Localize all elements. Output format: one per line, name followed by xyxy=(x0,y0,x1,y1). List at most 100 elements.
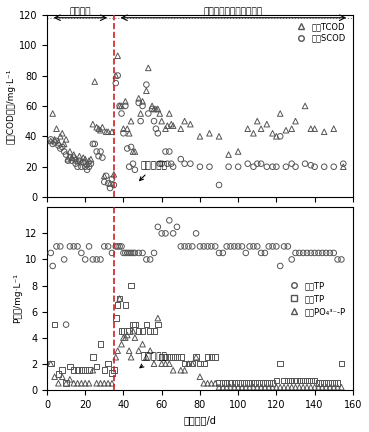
Point xyxy=(117,295,123,302)
Point xyxy=(216,133,222,140)
Point xyxy=(293,249,299,256)
Point xyxy=(151,118,157,124)
Point xyxy=(61,148,67,155)
Point xyxy=(174,354,180,361)
Point xyxy=(54,125,59,132)
Point xyxy=(264,121,270,127)
Point xyxy=(132,321,138,328)
Point xyxy=(335,256,341,263)
Point xyxy=(153,105,159,112)
Point xyxy=(251,384,256,391)
Point xyxy=(67,148,73,155)
Point xyxy=(212,380,218,387)
Point xyxy=(117,243,123,250)
Point xyxy=(94,124,100,130)
Point xyxy=(59,367,65,374)
Point xyxy=(61,140,67,147)
Point xyxy=(120,130,126,137)
Point xyxy=(228,243,234,250)
Point xyxy=(69,157,75,164)
Point xyxy=(312,377,318,384)
Point xyxy=(251,243,256,250)
Point xyxy=(208,380,214,387)
Point xyxy=(258,160,264,167)
Point xyxy=(136,249,142,256)
Point xyxy=(94,363,100,370)
Point xyxy=(262,384,268,391)
Point xyxy=(105,243,111,250)
Point xyxy=(86,380,92,387)
Point xyxy=(166,354,172,361)
Point xyxy=(111,171,117,178)
Point xyxy=(124,145,130,152)
Point xyxy=(235,148,241,155)
Point xyxy=(270,163,276,170)
Legend: 出水TCOD, 出水SCOD: 出水TCOD, 出水SCOD xyxy=(291,19,349,46)
Point xyxy=(130,249,136,256)
Point xyxy=(258,125,264,132)
Point xyxy=(281,384,287,391)
Point xyxy=(50,110,56,117)
Point xyxy=(124,328,130,335)
Point xyxy=(308,125,314,132)
Point xyxy=(231,380,237,387)
Point xyxy=(197,373,203,380)
Point xyxy=(296,249,302,256)
Point xyxy=(90,140,96,147)
Point xyxy=(115,243,121,250)
Point xyxy=(308,249,314,256)
X-axis label: 运行时间/d: 运行时间/d xyxy=(183,415,216,425)
Point xyxy=(123,98,128,105)
Point xyxy=(75,163,80,170)
Point xyxy=(82,156,88,162)
Point xyxy=(283,127,289,133)
Point xyxy=(123,334,128,341)
Point xyxy=(113,79,119,86)
Point xyxy=(170,230,176,237)
Point xyxy=(208,354,214,361)
Point xyxy=(97,341,103,348)
Point xyxy=(86,163,92,170)
Point xyxy=(94,148,100,155)
Point xyxy=(90,367,96,374)
Point xyxy=(78,249,84,256)
Point xyxy=(277,110,283,117)
Point xyxy=(204,354,210,361)
Point xyxy=(92,78,98,85)
Point xyxy=(293,377,299,384)
Point xyxy=(162,148,168,155)
Point xyxy=(254,384,260,391)
Point xyxy=(118,102,124,109)
Point xyxy=(132,166,138,173)
Point xyxy=(155,130,161,137)
Point xyxy=(170,367,176,374)
Point xyxy=(94,256,100,263)
Point xyxy=(124,332,130,339)
Point xyxy=(197,360,203,367)
Point xyxy=(187,121,193,127)
Point xyxy=(235,380,241,387)
Point xyxy=(67,243,73,250)
Point xyxy=(321,128,327,135)
Point xyxy=(144,321,149,328)
Point xyxy=(312,125,318,132)
Point xyxy=(315,380,321,387)
Point xyxy=(266,380,272,387)
Point xyxy=(289,256,294,263)
Point xyxy=(132,249,138,256)
Point xyxy=(208,243,214,250)
Point xyxy=(239,384,245,391)
Point xyxy=(130,160,136,167)
Point xyxy=(335,384,341,391)
Point xyxy=(231,243,237,250)
Point xyxy=(186,360,192,367)
Point xyxy=(65,157,71,164)
Point xyxy=(157,110,163,117)
Point xyxy=(178,367,184,374)
Point xyxy=(182,360,187,367)
Point xyxy=(147,256,153,263)
Point xyxy=(162,354,168,361)
Point xyxy=(331,125,337,132)
Point xyxy=(178,156,184,162)
Point xyxy=(304,384,310,391)
